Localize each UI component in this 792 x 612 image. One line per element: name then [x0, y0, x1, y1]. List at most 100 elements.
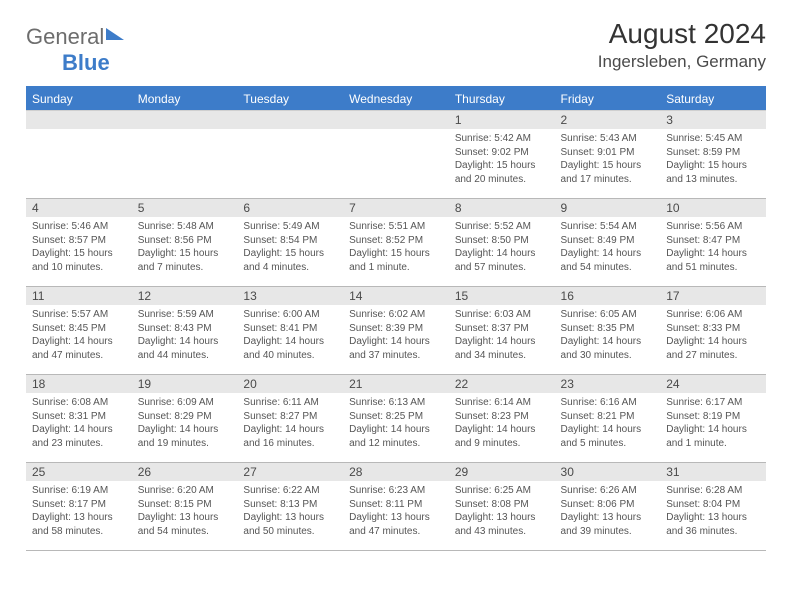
day-info: Sunrise: 5:59 AMSunset: 8:43 PMDaylight:… — [132, 305, 238, 366]
calendar-table: SundayMondayTuesdayWednesdayThursdayFrid… — [26, 86, 766, 551]
sunrise-text: Sunrise: 6:17 AM — [666, 396, 760, 410]
daylight-text: Daylight: 15 hours and 4 minutes. — [243, 247, 337, 274]
sunrise-text: Sunrise: 6:02 AM — [349, 308, 443, 322]
daylight-text: Daylight: 14 hours and 47 minutes. — [32, 335, 126, 362]
day-cell: 19Sunrise: 6:09 AMSunset: 8:29 PMDayligh… — [132, 375, 238, 463]
daylight-text: Daylight: 14 hours and 9 minutes. — [455, 423, 549, 450]
day-number: 22 — [449, 375, 555, 393]
day-cell: 22 Sunrise: 6:14 AMSunset: 8:23 PMDayligh… — [449, 375, 555, 463]
daylight-text: Daylight: 13 hours and 43 minutes. — [455, 511, 549, 538]
day-cell: 20Sunrise: 6:11 AMSunset: 8:27 PMDayligh… — [237, 375, 343, 463]
day-number: 8 — [449, 199, 555, 217]
sunset-text: Sunset: 8:19 PM — [666, 410, 760, 424]
day-cell: 6Sunrise: 5:49 AMSunset: 8:54 PMDaylight… — [237, 199, 343, 287]
sunrise-text: Sunrise: 6:03 AM — [455, 308, 549, 322]
title-block: August 2024 Ingersleben, Germany — [598, 18, 766, 72]
daylight-text: Daylight: 14 hours and 54 minutes. — [561, 247, 655, 274]
day-cell: 26Sunrise: 6:20 AMSunset: 8:15 PMDayligh… — [132, 463, 238, 551]
day-number: 18 — [26, 375, 132, 393]
day-cell: 16Sunrise: 6:05 AMSunset: 8:35 PMDayligh… — [555, 287, 661, 375]
day-info: Sunrise: 6:17 AMSunset: 8:19 PMDaylight:… — [660, 393, 766, 454]
sunrise-text: Sunrise: 6:09 AM — [138, 396, 232, 410]
sunset-text: Sunset: 8:06 PM — [561, 498, 655, 512]
day-number: 3 — [660, 111, 766, 129]
sunrise-text: Sunrise: 5:43 AM — [561, 132, 655, 146]
daylight-text: Daylight: 14 hours and 34 minutes. — [455, 335, 549, 362]
day-number: 30 — [555, 463, 661, 481]
day-cell: 10Sunrise: 5:56 AMSunset: 8:47 PMDayligh… — [660, 199, 766, 287]
day-header: Saturday — [660, 87, 766, 111]
sunset-text: Sunset: 8:29 PM — [138, 410, 232, 424]
day-info: Sunrise: 6:19 AMSunset: 8:17 PMDaylight:… — [26, 481, 132, 542]
day-info: Sunrise: 6:26 AMSunset: 8:06 PMDaylight:… — [555, 481, 661, 542]
daylight-text: Daylight: 14 hours and 12 minutes. — [349, 423, 443, 450]
day-info: Sunrise: 5:42 AMSunset: 9:02 PMDaylight:… — [449, 129, 555, 190]
day-cell: 27Sunrise: 6:22 AMSunset: 8:13 PMDayligh… — [237, 463, 343, 551]
sunset-text: Sunset: 8:08 PM — [455, 498, 549, 512]
sunrise-text: Sunrise: 5:59 AM — [138, 308, 232, 322]
sunset-text: Sunset: 8:37 PM — [455, 322, 549, 336]
daylight-text: Daylight: 14 hours and 1 minute. — [666, 423, 760, 450]
day-cell: 3Sunrise: 5:45 AMSunset: 8:59 PMDaylight… — [660, 111, 766, 199]
day-cell: 25Sunrise: 6:19 AMSunset: 8:17 PMDayligh… — [26, 463, 132, 551]
day-info: Sunrise: 6:02 AMSunset: 8:39 PMDaylight:… — [343, 305, 449, 366]
daylight-text: Daylight: 14 hours and 30 minutes. — [561, 335, 655, 362]
week-row: 25Sunrise: 6:19 AMSunset: 8:17 PMDayligh… — [26, 463, 766, 551]
day-info: Sunrise: 5:45 AMSunset: 8:59 PMDaylight:… — [660, 129, 766, 190]
location-label: Ingersleben, Germany — [598, 52, 766, 72]
sunset-text: Sunset: 8:57 PM — [32, 234, 126, 248]
daylight-text: Daylight: 15 hours and 17 minutes. — [561, 159, 655, 186]
day-number: 20 — [237, 375, 343, 393]
daylight-text: Daylight: 14 hours and 44 minutes. — [138, 335, 232, 362]
day-info: Sunrise: 6:25 AMSunset: 8:08 PMDaylight:… — [449, 481, 555, 542]
week-row: 4Sunrise: 5:46 AMSunset: 8:57 PMDaylight… — [26, 199, 766, 287]
day-info: Sunrise: 5:46 AMSunset: 8:57 PMDaylight:… — [26, 217, 132, 278]
day-number: 4 — [26, 199, 132, 217]
daylight-text: Daylight: 13 hours and 36 minutes. — [666, 511, 760, 538]
day-info: Sunrise: 6:08 AMSunset: 8:31 PMDaylight:… — [26, 393, 132, 454]
daylight-text: Daylight: 13 hours and 54 minutes. — [138, 511, 232, 538]
calendar-body: 1Sunrise: 5:42 AMSunset: 9:02 PMDaylight… — [26, 111, 766, 551]
daylight-text: Daylight: 14 hours and 37 minutes. — [349, 335, 443, 362]
day-cell: 21Sunrise: 6:13 AMSunset: 8:25 PMDayligh… — [343, 375, 449, 463]
daylight-text: Daylight: 15 hours and 7 minutes. — [138, 247, 232, 274]
sunrise-text: Sunrise: 6:26 AM — [561, 484, 655, 498]
sunrise-text: Sunrise: 6:22 AM — [243, 484, 337, 498]
sunrise-text: Sunrise: 6:14 AM — [455, 396, 549, 410]
day-cell: 18Sunrise: 6:08 AMSunset: 8:31 PMDayligh… — [26, 375, 132, 463]
day-info: Sunrise: 6:28 AMSunset: 8:04 PMDaylight:… — [660, 481, 766, 542]
day-cell: 12Sunrise: 5:59 AMSunset: 8:43 PMDayligh… — [132, 287, 238, 375]
sunrise-text: Sunrise: 6:05 AM — [561, 308, 655, 322]
daylight-text: Daylight: 14 hours and 40 minutes. — [243, 335, 337, 362]
sunset-text: Sunset: 8:43 PM — [138, 322, 232, 336]
sunrise-text: Sunrise: 5:51 AM — [349, 220, 443, 234]
sunset-text: Sunset: 8:47 PM — [666, 234, 760, 248]
sunset-text: Sunset: 8:11 PM — [349, 498, 443, 512]
week-row: 11Sunrise: 5:57 AMSunset: 8:45 PMDayligh… — [26, 287, 766, 375]
day-number: 28 — [343, 463, 449, 481]
logo-text-general: General — [26, 24, 104, 49]
day-number: 25 — [26, 463, 132, 481]
sunrise-text: Sunrise: 6:23 AM — [349, 484, 443, 498]
week-row: 18Sunrise: 6:08 AMSunset: 8:31 PMDayligh… — [26, 375, 766, 463]
day-info: Sunrise: 5:52 AMSunset: 8:50 PMDaylight:… — [449, 217, 555, 278]
daylight-text: Daylight: 13 hours and 50 minutes. — [243, 511, 337, 538]
sunrise-text: Sunrise: 6:11 AM — [243, 396, 337, 410]
day-number: 19 — [132, 375, 238, 393]
sunset-text: Sunset: 8:21 PM — [561, 410, 655, 424]
day-cell: 8Sunrise: 5:52 AMSunset: 8:50 PMDaylight… — [449, 199, 555, 287]
day-header: Friday — [555, 87, 661, 111]
daylight-text: Daylight: 13 hours and 47 minutes. — [349, 511, 443, 538]
day-cell: 4Sunrise: 5:46 AMSunset: 8:57 PMDaylight… — [26, 199, 132, 287]
page: GeneralBlue August 2024 Ingersleben, Ger… — [0, 0, 792, 569]
day-number — [26, 111, 132, 129]
day-cell: 11Sunrise: 5:57 AMSunset: 8:45 PMDayligh… — [26, 287, 132, 375]
day-cell: 29Sunrise: 6:25 AMSunset: 8:08 PMDayligh… — [449, 463, 555, 551]
sunset-text: Sunset: 8:23 PM — [455, 410, 549, 424]
sunset-text: Sunset: 8:52 PM — [349, 234, 443, 248]
daylight-text: Daylight: 14 hours and 51 minutes. — [666, 247, 760, 274]
day-info: Sunrise: 6:05 AMSunset: 8:35 PMDaylight:… — [555, 305, 661, 366]
day-number: 23 — [555, 375, 661, 393]
sunrise-text: Sunrise: 5:49 AM — [243, 220, 337, 234]
day-number: 15 — [449, 287, 555, 305]
